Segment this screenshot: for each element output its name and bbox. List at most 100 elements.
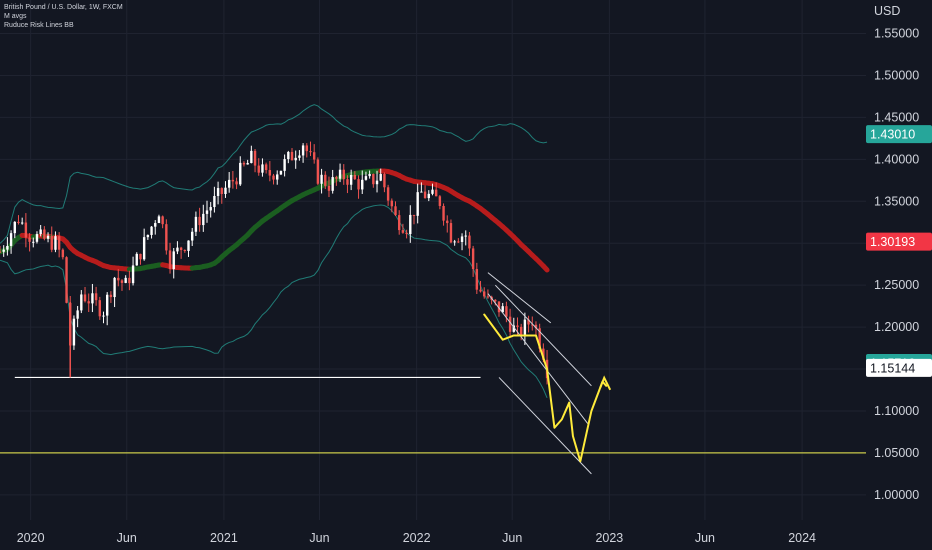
candle-body bbox=[13, 221, 16, 234]
y-tick-label: 1.50000 bbox=[874, 68, 919, 82]
candle-body bbox=[183, 250, 187, 252]
candle bbox=[497, 301, 501, 317]
candle-body bbox=[276, 174, 279, 180]
candle-body bbox=[405, 232, 408, 235]
price-badge-label: 1.15144 bbox=[870, 361, 915, 375]
candle bbox=[398, 210, 401, 235]
candle-body bbox=[479, 289, 482, 292]
candle bbox=[434, 182, 438, 197]
indicator-label-mavgs[interactable]: M avgs bbox=[4, 13, 27, 20]
candle-body bbox=[305, 145, 308, 152]
candle bbox=[301, 143, 305, 163]
candle-body bbox=[442, 205, 445, 221]
symbol-title[interactable]: British Pound / U.S. Dollar, 1W, FXCM bbox=[4, 4, 123, 11]
ma-segment bbox=[540, 263, 550, 273]
chart-legend: British Pound / U.S. Dollar, 1W, FXCM M … bbox=[4, 3, 123, 30]
candle bbox=[431, 183, 434, 196]
candle bbox=[46, 232, 50, 243]
candle bbox=[17, 215, 20, 225]
candle-body bbox=[401, 230, 405, 233]
candle bbox=[272, 173, 275, 185]
candle-body bbox=[43, 229, 46, 239]
candle-body bbox=[242, 162, 246, 165]
candle-body bbox=[176, 247, 179, 252]
candle-body bbox=[531, 324, 534, 326]
y-tick-label: 1.25000 bbox=[874, 278, 919, 292]
price-axis[interactable]: USD 1.000001.050001.100001.150001.200001… bbox=[874, 4, 919, 502]
candle-body bbox=[57, 236, 61, 250]
candle-body bbox=[239, 162, 242, 185]
candle-body bbox=[72, 318, 76, 346]
candle-body bbox=[105, 294, 109, 316]
candle bbox=[150, 226, 153, 239]
time-axis[interactable]: 2020 Jun 2021 Jun 2022 Jun 2023 Jun 2024 bbox=[17, 531, 816, 545]
candle-body bbox=[534, 324, 538, 329]
candle bbox=[109, 291, 113, 303]
candle bbox=[128, 270, 131, 291]
candle-body bbox=[168, 250, 172, 270]
candle bbox=[239, 156, 242, 186]
candle-body bbox=[294, 157, 297, 161]
channel-drawings[interactable] bbox=[487, 272, 592, 475]
candle bbox=[405, 229, 408, 239]
candle bbox=[57, 232, 61, 258]
candle-body bbox=[109, 294, 113, 298]
candle-body bbox=[312, 152, 316, 160]
candle bbox=[342, 164, 345, 185]
candle-body bbox=[364, 176, 368, 180]
candle bbox=[368, 170, 371, 179]
candle-body bbox=[427, 193, 430, 199]
candle bbox=[460, 233, 464, 251]
candle bbox=[412, 214, 416, 225]
candle bbox=[139, 253, 142, 265]
x-tick-label: 2023 bbox=[595, 531, 623, 545]
y-tick-label: 1.20000 bbox=[874, 320, 919, 334]
projection-drawing[interactable] bbox=[483, 313, 612, 463]
channel-line bbox=[487, 272, 552, 324]
price-badge-label: 1.30193 bbox=[870, 235, 915, 249]
candle-body bbox=[120, 280, 124, 283]
candle-body bbox=[268, 170, 272, 176]
candle-body bbox=[357, 179, 360, 190]
indicator-label-bb[interactable]: Ruduce Risk Lines BB bbox=[4, 22, 74, 29]
candle-body bbox=[135, 253, 138, 266]
candle-body bbox=[527, 319, 530, 325]
candle bbox=[320, 168, 323, 194]
candle bbox=[80, 290, 83, 314]
candlestick-series[interactable] bbox=[0, 141, 549, 385]
x-tick-label: Jun bbox=[502, 531, 522, 545]
candle-body bbox=[501, 306, 504, 313]
candle bbox=[135, 252, 138, 266]
candle-body bbox=[335, 177, 338, 179]
candle bbox=[191, 227, 194, 246]
candle bbox=[290, 148, 294, 161]
candle-body bbox=[464, 235, 467, 237]
candle-body bbox=[349, 174, 353, 185]
candle bbox=[442, 203, 445, 226]
candle bbox=[154, 220, 157, 235]
candle bbox=[235, 177, 238, 190]
bb-lower-line bbox=[0, 204, 548, 399]
candle-body bbox=[516, 325, 519, 327]
candle bbox=[176, 241, 179, 255]
candle bbox=[523, 312, 527, 346]
candle bbox=[220, 187, 223, 204]
candle-body bbox=[227, 179, 231, 188]
candle-body bbox=[161, 216, 164, 225]
candle-body bbox=[483, 291, 486, 297]
candle-body bbox=[76, 310, 79, 319]
candle-body bbox=[471, 248, 475, 270]
candle bbox=[353, 171, 357, 181]
candle bbox=[161, 215, 164, 229]
candle bbox=[316, 157, 320, 186]
candle bbox=[105, 292, 109, 326]
candle-body bbox=[17, 221, 20, 223]
candle-body bbox=[6, 245, 9, 250]
y-tick-label: 1.05000 bbox=[874, 446, 919, 460]
candle bbox=[298, 150, 301, 161]
candle bbox=[216, 181, 220, 205]
candle-body bbox=[342, 169, 345, 180]
candle-body bbox=[128, 277, 131, 284]
